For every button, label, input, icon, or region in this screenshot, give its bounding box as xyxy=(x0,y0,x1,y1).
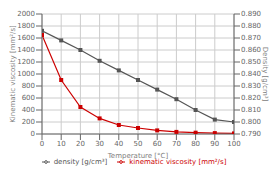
svg-text:10: 10 xyxy=(57,140,66,148)
svg-text:40: 40 xyxy=(114,140,123,148)
svg-text:1400: 1400 xyxy=(17,46,35,54)
svg-text:50: 50 xyxy=(134,140,143,148)
svg-text:0.820: 0.820 xyxy=(241,94,261,102)
svg-text:0.800: 0.800 xyxy=(241,118,261,126)
svg-text:80: 80 xyxy=(191,140,200,148)
svg-text:90: 90 xyxy=(210,140,219,148)
svg-text:0.890: 0.890 xyxy=(241,10,261,18)
svg-text:400: 400 xyxy=(22,106,35,114)
svg-text:800: 800 xyxy=(22,82,35,90)
svg-text:0: 0 xyxy=(40,140,44,148)
svg-text:1000: 1000 xyxy=(17,70,35,78)
svg-text:1200: 1200 xyxy=(17,58,35,66)
svg-text:70: 70 xyxy=(172,140,181,148)
svg-text:600: 600 xyxy=(22,94,35,102)
svg-text:0.850: 0.850 xyxy=(241,58,261,66)
svg-text:100: 100 xyxy=(227,140,240,148)
svg-text:0: 0 xyxy=(31,130,35,138)
svg-text:2000: 2000 xyxy=(17,10,35,18)
svg-text:0.830: 0.830 xyxy=(241,82,261,90)
svg-text:1800: 1800 xyxy=(17,22,35,30)
svg-text:0.840: 0.840 xyxy=(241,70,261,78)
svg-text:200: 200 xyxy=(22,118,35,126)
html-text:density [g/cm³]: density [g/cm³] xyxy=(53,158,108,166)
svg-text:1600: 1600 xyxy=(17,34,35,42)
svg-text:Density [g/cm³]: Density [g/cm³] xyxy=(261,47,269,102)
svg-text:20: 20 xyxy=(76,140,85,148)
svg-text:0.790: 0.790 xyxy=(241,130,261,138)
svg-text:Temperature [°C]: Temperature [°C] xyxy=(107,152,169,160)
svg-text:0.810: 0.810 xyxy=(241,106,261,114)
svg-text:0.870: 0.870 xyxy=(241,34,261,42)
svg-text:0.860: 0.860 xyxy=(241,46,261,54)
svg-text:30: 30 xyxy=(95,140,104,148)
svg-text:60: 60 xyxy=(153,140,162,148)
html-text:kinematic viscosity [mm²/s]: kinematic viscosity [mm²/s] xyxy=(129,158,227,166)
svg-text:Kinematic viscosity [mm²/s]: Kinematic viscosity [mm²/s] xyxy=(9,25,17,123)
svg-text:0.880: 0.880 xyxy=(241,22,261,30)
